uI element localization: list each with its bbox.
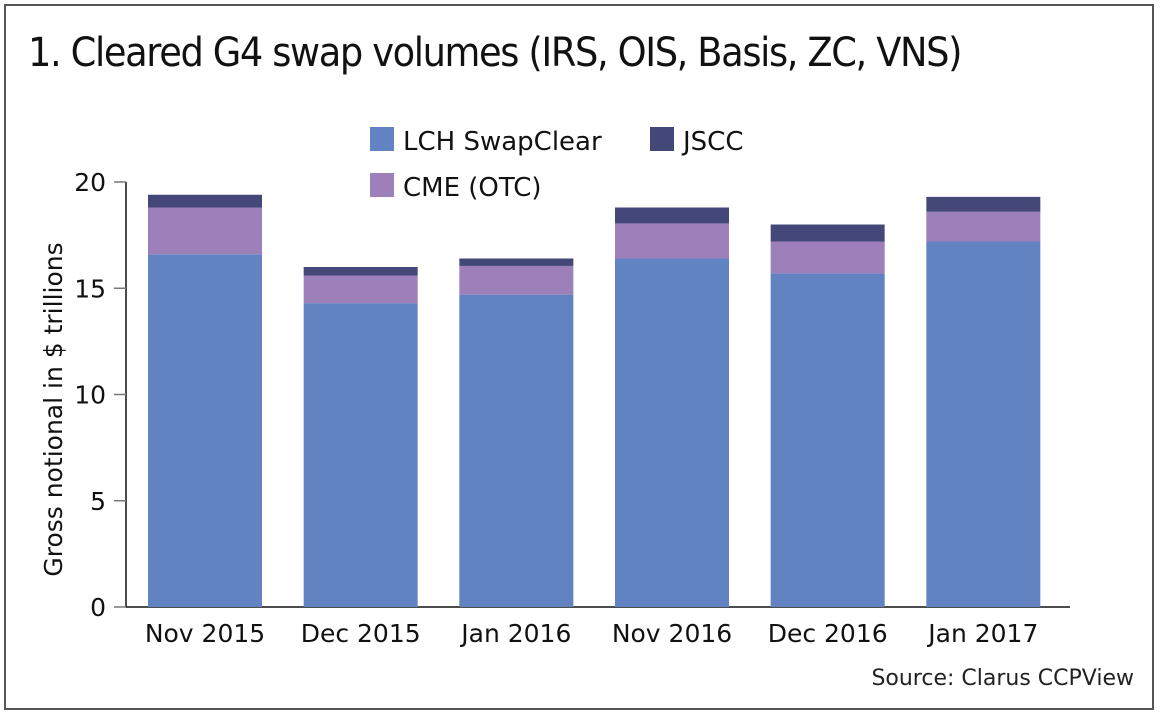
x-tick-label: Dec 2016 [768, 619, 888, 648]
bar-jscc-0 [148, 194, 262, 208]
bar-cme-otc-1 [303, 275, 418, 304]
x-tick-label: Dec 2015 [301, 619, 421, 648]
x-tick-label: Jan 2017 [926, 619, 1038, 648]
x-tick-label: Nov 2015 [145, 619, 265, 648]
legend-label: LCH SwapClear [403, 127, 602, 157]
source-note: Source: Clarus CCPView [871, 666, 1134, 691]
bar-jscc-2 [459, 258, 574, 266]
chart-frame [4, 4, 1154, 710]
bar-cme-otc-0 [148, 207, 262, 255]
bar-lch-swapclear-0 [148, 254, 262, 607]
legend-swatch [650, 127, 674, 151]
bar-cme-otc-2 [459, 265, 574, 295]
legend-swatch [370, 173, 394, 197]
y-tick-label: 10 [74, 381, 106, 410]
legend-swatch [370, 127, 394, 151]
bar-lch-swapclear-2 [459, 294, 574, 607]
y-tick-label: 5 [90, 487, 106, 516]
bar-cme-otc-4 [770, 241, 885, 274]
x-tick-label: Nov 2016 [612, 619, 732, 648]
bar-jscc-4 [770, 224, 885, 242]
bar-lch-swapclear-1 [303, 303, 418, 607]
bar-cme-otc-5 [926, 211, 1041, 242]
bar-jscc-1 [303, 267, 418, 276]
y-tick-label: 20 [74, 168, 106, 197]
x-tick-label: Jan 2016 [459, 619, 571, 648]
legend-label: JSCC [681, 127, 743, 157]
y-axis-label: Gross notional in $ trillions [39, 242, 68, 576]
bar-lch-swapclear-5 [926, 241, 1041, 607]
bar-cme-otc-3 [615, 223, 729, 259]
legend-label: CME (OTC) [403, 173, 542, 203]
chart-title: 1. Cleared G4 swap volumes (IRS, OIS, Ba… [28, 30, 962, 76]
bar-jscc-3 [615, 207, 729, 224]
y-tick-label: 15 [74, 274, 106, 303]
y-tick-label: 0 [90, 593, 106, 622]
bar-lch-swapclear-3 [615, 258, 729, 607]
bar-lch-swapclear-4 [770, 273, 885, 607]
bar-jscc-5 [926, 196, 1041, 212]
